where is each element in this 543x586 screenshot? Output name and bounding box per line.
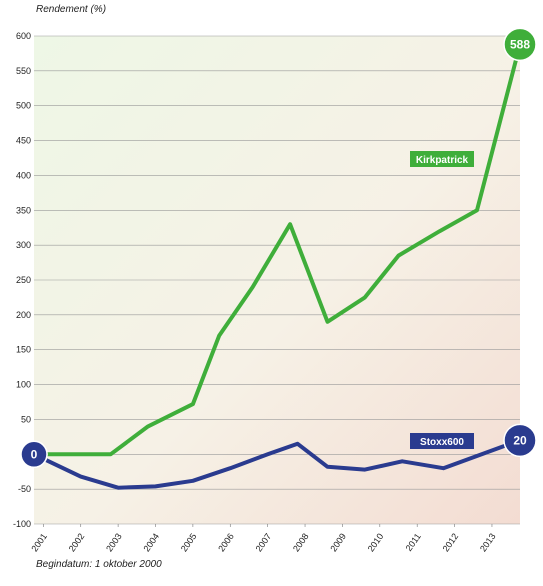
end-kirkpatrick-value: 588 [510,38,530,52]
y-tick-label: 450 [16,136,31,146]
x-tick-label: 2012 [441,531,461,553]
y-tick-label: 400 [16,170,31,180]
x-tick-label: 2004 [141,531,161,553]
x-tick-label: 2007 [254,531,274,553]
x-tick-label: 2011 [404,531,423,553]
y-tick-label: 550 [16,66,31,76]
y-tick-label: 300 [16,240,31,250]
y-axis-title: Rendement (%) [36,4,107,15]
end-stoxx600-bubble [503,423,537,458]
x-tick-label: 2001 [29,531,49,553]
y-tick-label: 500 [16,101,31,111]
x-tick-label: 2009 [328,531,348,553]
y-tick-label: 350 [16,205,31,215]
y-tick-label: 600 [16,31,31,41]
y-tick-label: 200 [16,310,31,320]
x-tick-label: 2002 [67,531,87,553]
y-tick-label: 150 [16,345,31,355]
x-tick-label: 2006 [216,531,236,553]
x-tick-label: 2005 [179,531,199,553]
series-label-box [410,151,474,167]
start-stoxx600-value: 0 [31,448,38,462]
series-label-box [410,433,474,449]
start-date-footnote: Begindatum: 1 oktober 2000 [36,559,162,570]
y-tick-label: 250 [16,275,31,285]
x-tick-label: 2003 [104,531,124,553]
series-label-kirkpatrick: Kirkpatrick [416,155,469,166]
end-kirkpatrick-bubble [503,27,537,62]
x-tick-label: 2008 [291,531,311,553]
y-tick-label: -100 [13,519,31,529]
y-tick-label: 50 [21,414,31,424]
x-tick-label: 2010 [366,531,386,553]
series-label-stoxx600: Stoxx600 [420,437,464,448]
end-stoxx600-value: 20 [513,434,527,448]
y-tick-label: 100 [16,380,31,390]
start-stoxx600-bubble [20,440,48,469]
x-tick-label: 2013 [478,531,498,553]
series-line-kirkpatrick [32,42,522,457]
series-line-stoxx600 [32,438,522,490]
y-tick-label: -50 [18,484,31,494]
